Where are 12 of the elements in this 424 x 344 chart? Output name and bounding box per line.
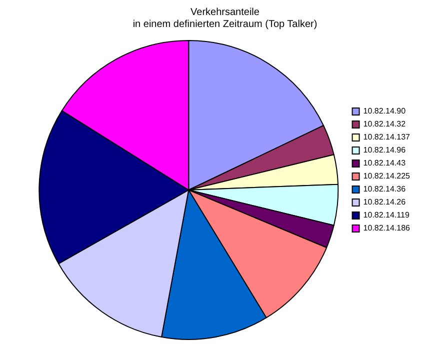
legend-label: 10.82.14.96 — [363, 146, 406, 155]
legend-label: 10.82.14.32 — [363, 120, 406, 129]
legend-label: 10.82.14.119 — [363, 210, 410, 220]
legend-label: 10.82.14.137 — [363, 132, 411, 142]
chart-title: Verkehrsanteile — [190, 6, 260, 18]
legend-label: 10.82.14.225 — [363, 172, 411, 181]
legend-label: 10.82.14.36 — [363, 184, 406, 194]
chart-subtitle: in einem definierten Zeitraum (Top Talker) — [132, 18, 318, 30]
legend-label: 10.82.14.43 — [363, 158, 406, 168]
legend-label: 10.82.14.186 — [363, 224, 411, 233]
legend-label: 10.82.14.26 — [363, 198, 406, 207]
legend-label: 10.82.14.90 — [363, 106, 406, 116]
